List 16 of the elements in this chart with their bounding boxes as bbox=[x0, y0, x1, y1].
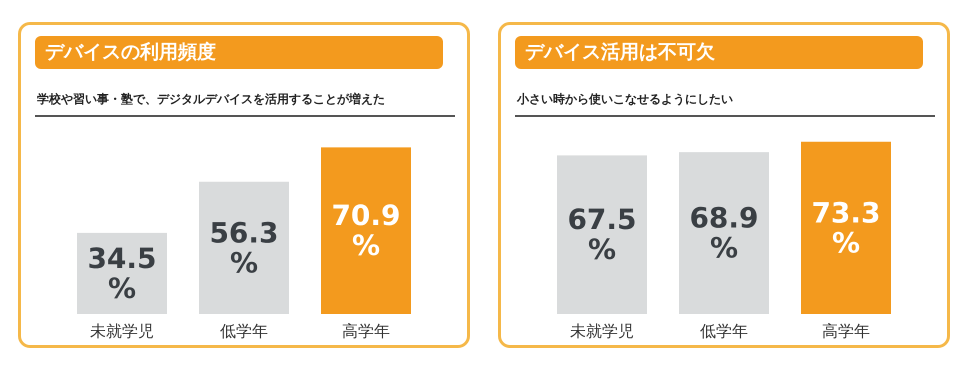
x-tick-label: 高学年 bbox=[342, 322, 390, 340]
x-tick-label: 未就学児 bbox=[90, 322, 154, 340]
chart-title: デバイス活用は不可欠 bbox=[515, 36, 923, 69]
data-label: 70.9 % bbox=[331, 199, 401, 262]
data-label: 73.3 % bbox=[811, 196, 881, 260]
x-tick-label: 未就学児 bbox=[570, 322, 634, 340]
data-label: 68.9 % bbox=[689, 202, 759, 265]
x-tick-label: 高学年 bbox=[822, 322, 870, 340]
data-label: 34.5 % bbox=[87, 242, 157, 305]
chart-title: デバイスの利用頻度 bbox=[35, 36, 443, 69]
chart-subtitle: 学校や習い事・塾で、デジタルデバイスを活用することが増えた bbox=[37, 91, 385, 108]
x-tick-label: 低学年 bbox=[220, 322, 268, 340]
chart-subtitle: 小さい時から使いこなせるようにしたい bbox=[517, 91, 733, 108]
data-label: 67.5 % bbox=[567, 203, 637, 266]
data-label: 56.3 % bbox=[209, 216, 279, 280]
x-tick-label: 低学年 bbox=[700, 322, 748, 340]
